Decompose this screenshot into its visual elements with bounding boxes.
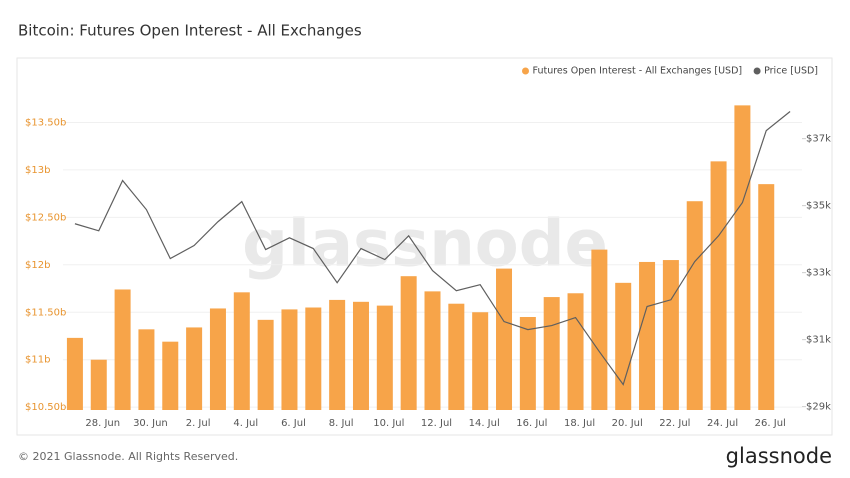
legend-label: Futures Open Interest - All Exchanges [U… — [533, 66, 743, 77]
bar — [305, 307, 322, 410]
y-tick-label: $11b — [25, 355, 50, 366]
bar — [186, 327, 203, 410]
x-tick-label: 24. Jul — [707, 418, 738, 429]
bar — [400, 276, 417, 410]
bar — [639, 261, 656, 410]
bar — [352, 301, 369, 410]
bar — [233, 292, 250, 410]
bar — [66, 337, 83, 410]
x-tick-label: 22. Jul — [659, 418, 690, 429]
watermark: glassnode — [242, 208, 608, 282]
y-tick-label: $13.50b — [25, 117, 66, 128]
bar — [114, 289, 131, 410]
bar — [567, 293, 584, 410]
y2-tick-label: $29k — [806, 402, 831, 413]
x-tick-label: 16. Jul — [516, 418, 547, 429]
bar — [329, 299, 346, 410]
bar — [496, 268, 513, 410]
x-tick-label: 10. Jul — [373, 418, 404, 429]
bar — [162, 341, 179, 410]
footer: © 2021 Glassnode. All Rights Reserved. — [18, 450, 238, 463]
x-tick-label: 12. Jul — [421, 418, 452, 429]
y2-tick-label: $37k — [806, 134, 831, 145]
y-tick-label: $12.50b — [25, 212, 66, 223]
y-tick-label: $13b — [25, 165, 50, 176]
bar — [519, 316, 536, 410]
y-tick-label: $10.50b — [25, 402, 66, 413]
y-tick-label: $12b — [25, 260, 50, 271]
x-tick-label: 4. Jul — [233, 418, 258, 429]
legend-swatch — [753, 67, 761, 75]
bar — [543, 297, 560, 410]
chart-title: Bitcoin: Futures Open Interest - All Exc… — [18, 22, 362, 40]
bar — [686, 201, 703, 410]
bar — [448, 303, 465, 410]
bar — [472, 312, 489, 410]
y2-tick-label: $35k — [806, 201, 831, 212]
bar — [281, 309, 298, 410]
x-tick-label: 26. Jul — [755, 418, 786, 429]
bar — [376, 305, 393, 410]
x-tick-label: 20. Jul — [612, 418, 643, 429]
logo: glassnode — [726, 444, 832, 468]
x-tick-label: 14. Jul — [469, 418, 500, 429]
bar — [615, 282, 632, 410]
legend-swatch — [522, 67, 529, 75]
x-tick-label: 18. Jul — [564, 418, 595, 429]
x-tick-label: 28. Jun — [85, 418, 120, 429]
bar — [90, 359, 107, 410]
bar — [758, 184, 775, 410]
bar — [138, 329, 155, 410]
legend-label: Price [USD] — [764, 66, 818, 77]
y2-tick-label: $33k — [806, 268, 831, 279]
price-line — [74, 111, 791, 386]
y2-tick-label: $31k — [806, 335, 831, 346]
bar — [424, 291, 441, 410]
x-tick-label: 2. Jul — [186, 418, 211, 429]
bar — [591, 249, 608, 410]
bar — [734, 105, 751, 410]
bar — [662, 260, 679, 410]
bar — [257, 319, 274, 410]
x-tick-label: 6. Jul — [281, 418, 306, 429]
bar — [209, 308, 226, 410]
bar — [710, 161, 727, 410]
x-tick-label: 30. Jun — [133, 418, 168, 429]
x-tick-label: 8. Jul — [329, 418, 354, 429]
y-tick-label: $11.50b — [25, 307, 66, 318]
